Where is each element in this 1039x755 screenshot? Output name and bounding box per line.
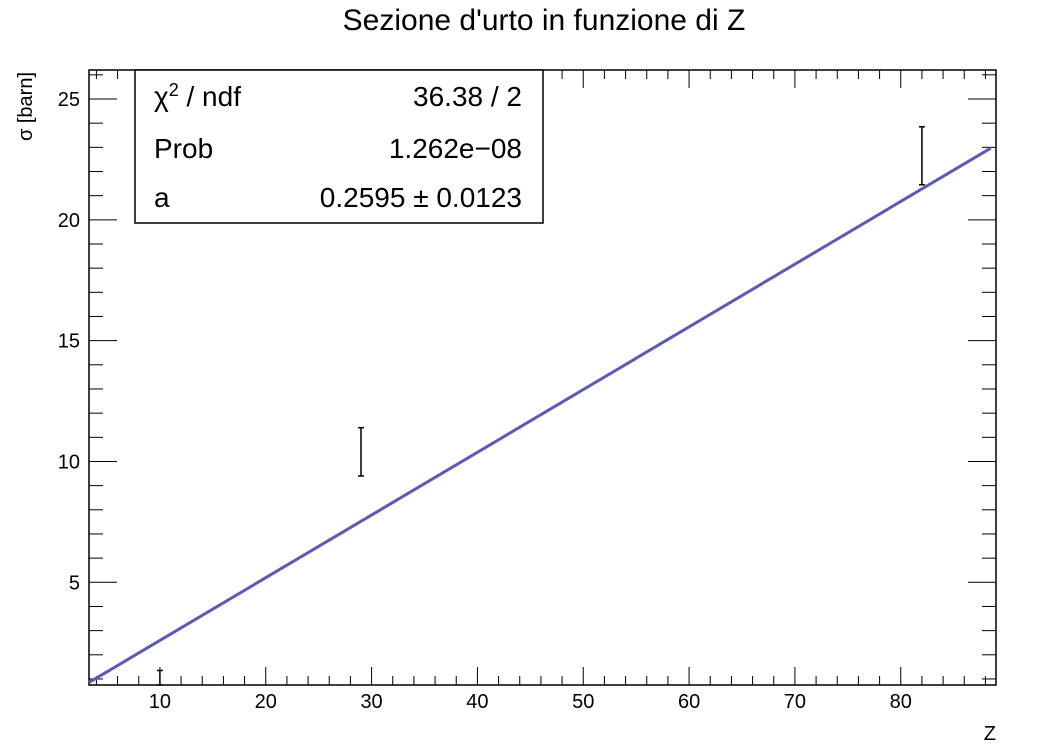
fit-line [88, 146, 992, 684]
y-axis-label: σ [barn] [15, 72, 37, 141]
stats-box-frame [134, 69, 544, 224]
x-tick-label: 40 [466, 691, 488, 713]
x-tick-label: 80 [890, 691, 912, 713]
x-tick-label: 30 [360, 691, 382, 713]
stats-a-value: 0.2595 ± 0.0123 [320, 182, 522, 213]
stats-prob-value: 1.262e−08 [389, 133, 522, 164]
x-axis-label: Z [984, 723, 996, 745]
y-tick-label: 25 [58, 89, 80, 111]
x-tick-label: 20 [255, 691, 277, 713]
x-tick-label: 60 [678, 691, 700, 713]
data-point [918, 126, 925, 186]
stats-chi2-label: χ2 / ndf [154, 80, 241, 112]
data-point [357, 426, 364, 477]
chart-title: Sezione d'urto in funzione di Z [343, 4, 746, 37]
y-tick-label: 15 [58, 331, 80, 353]
stats-prob-label: Prob [154, 133, 213, 164]
y-tick-label: 5 [69, 572, 80, 594]
x-tick-label: 10 [149, 691, 171, 713]
y-tick-label: 10 [58, 451, 80, 473]
fit-layer [88, 146, 992, 684]
x-tick-label: 50 [572, 691, 594, 713]
stats-a-label: a [154, 182, 170, 213]
data-point [156, 669, 163, 686]
y-axis: 5 10 15 20 25 [58, 74, 996, 680]
data-points [156, 126, 925, 686]
stats-chi2-value: 36.38 / 2 [413, 81, 522, 112]
x-tick-label: 70 [784, 691, 806, 713]
y-tick-label: 20 [58, 210, 80, 232]
stats-box: χ2 / ndf 36.38 / 2 Prob 1.262e−08 a 0.25… [134, 69, 544, 224]
